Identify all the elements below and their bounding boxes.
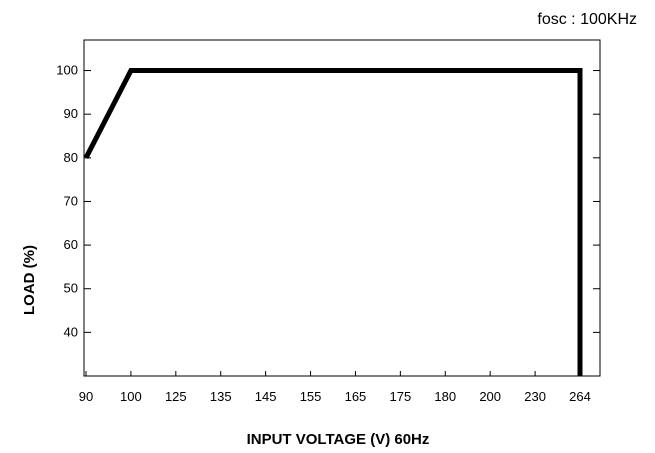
x-tick-label: 175 <box>390 389 412 404</box>
x-axis: 90 100 125 135 145 155 165 175 180 200 230 264 <box>79 371 591 404</box>
series-layer <box>83 68 583 376</box>
x-tick-label: 230 <box>524 389 546 404</box>
y-tick-label: 50 <box>64 281 78 296</box>
x-tick-label: 135 <box>210 389 232 404</box>
load-derating-line <box>83 68 583 376</box>
x-tick-label: 145 <box>255 389 277 404</box>
x-tick-label: 100 <box>120 389 142 404</box>
x-tick-label: 155 <box>300 389 322 404</box>
x-tick-label: 125 <box>165 389 187 404</box>
frequency-annotation: fosc : 100KHz <box>537 11 637 28</box>
y-tick-label: 60 <box>64 237 78 252</box>
y-axis-title: LOAD (%) <box>21 245 38 315</box>
x-tick-label: 180 <box>434 389 456 404</box>
y-axis: 40 50 60 70 80 90 100 <box>56 63 600 339</box>
y-tick-label: 90 <box>64 106 78 121</box>
x-tick-label: 90 <box>79 389 93 404</box>
x-tick-label: 165 <box>345 389 367 404</box>
y-tick-label: 40 <box>64 324 78 339</box>
y-tick-label: 100 <box>56 63 78 78</box>
x-axis-title: INPUT VOLTAGE (V) 60Hz <box>247 431 430 448</box>
x-tick-label: 200 <box>479 389 501 404</box>
x-tick-label: 264 <box>569 389 591 404</box>
y-tick-label: 70 <box>64 193 78 208</box>
y-tick-label: 80 <box>64 150 78 165</box>
plot-frame <box>83 39 601 377</box>
